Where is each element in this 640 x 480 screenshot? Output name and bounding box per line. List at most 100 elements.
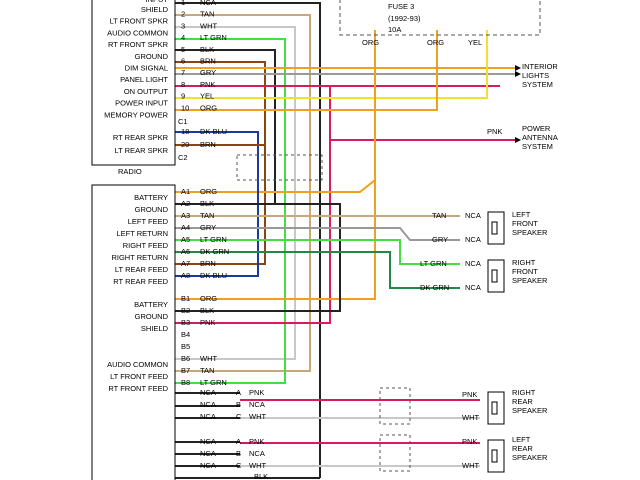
pin-number: B7 — [181, 366, 190, 375]
wire-color: ORG — [200, 187, 217, 196]
wire-color: LT GRN — [200, 235, 227, 244]
destination-label: LIGHTS — [522, 71, 549, 80]
pin-label: DIM SIGNAL — [125, 63, 168, 72]
pin-label: MEMORY POWER — [104, 110, 168, 119]
speaker-label: FRONT — [512, 267, 538, 276]
connector-outline — [379, 434, 411, 472]
wire-color: NCA — [200, 461, 216, 470]
pin-label: RT FRONT SPKR — [108, 40, 169, 49]
speaker-icon — [491, 269, 498, 283]
wire-color: GRY — [432, 235, 448, 244]
radio-box — [91, 0, 176, 166]
pin-label: RT FRONT FEED — [108, 384, 168, 393]
pin-number: 7 — [181, 68, 185, 77]
wire-color: WHT — [462, 461, 479, 470]
pin-label: ON OUTPUT — [124, 87, 169, 96]
speaker-label: REAR — [512, 397, 533, 406]
wire-color: NCA — [200, 388, 216, 397]
connector-label: C2 — [178, 153, 188, 162]
connector-label: C1 — [178, 117, 188, 126]
wire-color: PNK — [249, 388, 264, 397]
pin-number: 8 — [181, 80, 185, 89]
wire — [175, 227, 460, 241]
destination-label: INTERIOR — [522, 62, 558, 71]
pin-label: LEFT FEED — [128, 217, 169, 226]
wire-color: DK GRN — [420, 283, 449, 292]
wire — [175, 86, 331, 324]
pin-letter: A — [236, 388, 241, 397]
pin-number: A5 — [181, 235, 190, 244]
pin-number: 5 — [181, 45, 185, 54]
pin-number: 9 — [181, 92, 185, 101]
speaker-label: SPEAKER — [512, 228, 548, 237]
speaker-label: REAR — [512, 444, 533, 453]
pin-letter: B — [236, 400, 241, 409]
pin-label: NCA — [465, 235, 481, 244]
wire-color: ORG — [427, 38, 444, 47]
wire-color: WHT — [200, 354, 217, 363]
wire — [175, 38, 286, 384]
wire-color: YEL — [200, 92, 214, 101]
pin-label: RT REAR FEED — [113, 277, 168, 286]
wire-color: GRY — [200, 68, 216, 77]
pin-label: GROUND — [135, 52, 169, 61]
wire-color: DK GRN — [200, 247, 229, 256]
wire-color: ORG — [200, 294, 217, 303]
wire-color: ORG — [200, 103, 217, 112]
component-name: RADIO — [118, 167, 142, 176]
pin-label: SHIELD — [141, 324, 169, 333]
pin-number: A8 — [181, 271, 190, 280]
speaker-icon — [491, 449, 498, 463]
wire-color: LT GRN — [200, 33, 227, 42]
wire — [175, 2, 321, 478]
wire-color: BRN — [200, 259, 216, 268]
speaker-icon — [487, 211, 505, 245]
pin-label: LT REAR SPKR — [115, 146, 169, 155]
wire-color: PNK — [487, 127, 502, 136]
fuse-box — [339, 0, 541, 36]
wire-color: NCA — [200, 412, 216, 421]
wire-color: BRN — [200, 140, 216, 149]
pin-number: 20 — [181, 140, 189, 149]
speaker-icon — [491, 401, 498, 415]
amplifier-box — [91, 184, 176, 480]
pin-number: A1 — [181, 187, 190, 196]
wire-color: BRN — [200, 56, 216, 65]
pin-label: RIGHT FEED — [123, 241, 169, 250]
pin-label: POWER INPUT — [115, 99, 168, 108]
pin-number: B2 — [181, 306, 190, 315]
wire-color: PNK — [462, 437, 477, 446]
top-label: INPUT — [146, 0, 169, 4]
wire-color: NCA — [200, 437, 216, 446]
speaker-label: SPEAKER — [512, 406, 548, 415]
pin-label: BATTERY — [134, 193, 168, 202]
wire-color: PNK — [462, 390, 477, 399]
pin-label: AUDIO COMMON — [107, 28, 168, 37]
pin-label: NCA — [465, 211, 481, 220]
wire-color: DK BLU — [200, 127, 227, 136]
wire-color: ORG — [362, 38, 379, 47]
arrow — [515, 65, 521, 71]
pin-label: PANEL LIGHT — [120, 75, 168, 84]
wire-color: NCA — [200, 400, 216, 409]
pin-number: B8 — [181, 378, 190, 387]
speaker-label: RIGHT — [512, 388, 536, 397]
pin-number: B4 — [181, 330, 190, 339]
wire-color: YEL — [468, 38, 482, 47]
speaker-label: LEFT — [512, 210, 531, 219]
wire — [175, 30, 488, 99]
wire-color: NCA — [200, 449, 216, 458]
fuse-name: FUSE 3 — [388, 2, 414, 11]
pin-label: SHIELD — [141, 5, 169, 14]
speaker-label: FRONT — [512, 219, 538, 228]
speaker-label: SPEAKER — [512, 276, 548, 285]
pin-label: LT REAR FEED — [115, 265, 169, 274]
destination-label: SYSTEM — [522, 142, 553, 151]
wire-color: TAN — [432, 211, 446, 220]
pin-number: 10 — [181, 103, 189, 112]
speaker-icon — [487, 391, 505, 425]
wire-color: TAN — [200, 10, 214, 19]
pin-number: A7 — [181, 259, 190, 268]
pin-label: NCA — [465, 259, 481, 268]
wire-color: BLK — [254, 472, 268, 480]
